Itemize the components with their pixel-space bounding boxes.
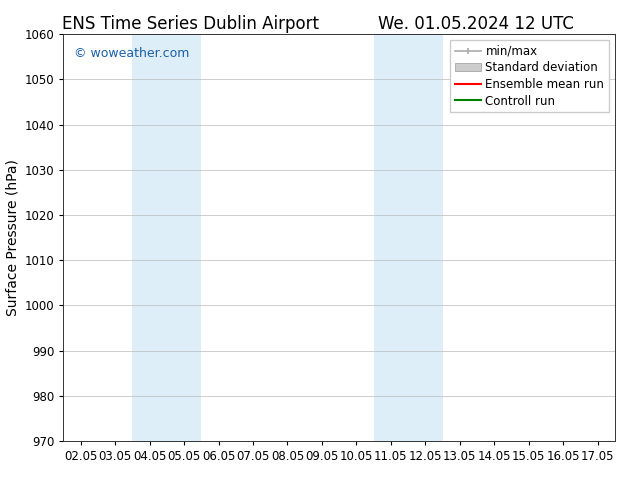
Bar (133, 34, 202, 441)
Legend: min/max, Standard deviation, Ensemble mean run, Controll run: min/max, Standard deviation, Ensemble me… (450, 40, 609, 112)
Text: We. 01.05.2024 12 UTC: We. 01.05.2024 12 UTC (378, 15, 573, 33)
Y-axis label: Surface Pressure (hPa): Surface Pressure (hPa) (5, 159, 19, 316)
Text: ENS Time Series Dublin Airport: ENS Time Series Dublin Airport (61, 15, 319, 33)
Text: © woweather.com: © woweather.com (74, 47, 190, 59)
Bar (373, 34, 443, 441)
